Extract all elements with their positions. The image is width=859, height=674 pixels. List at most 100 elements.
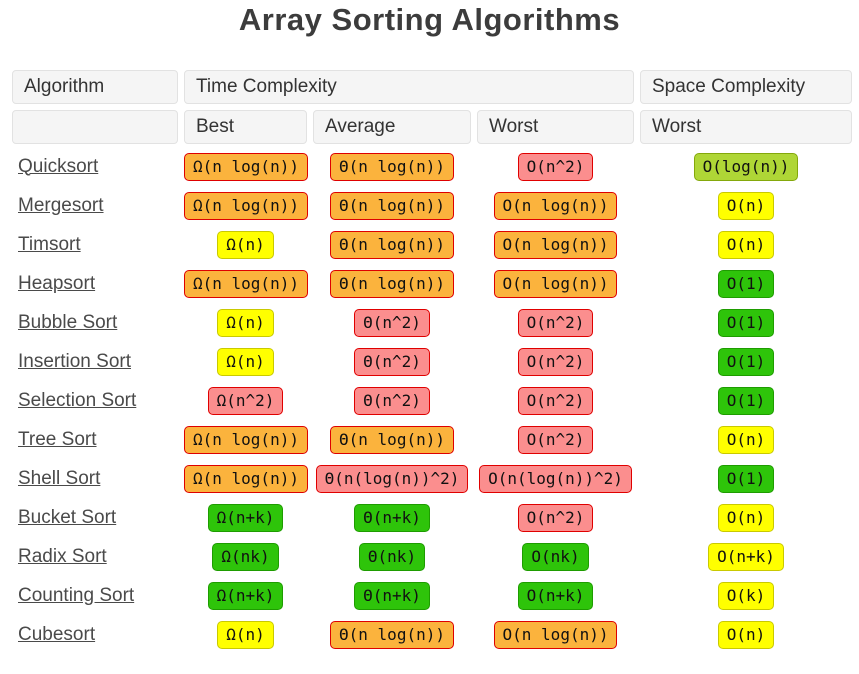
complexity-badge-average: Θ(n log(n)) xyxy=(330,230,454,259)
complexity-badge-best: Ω(n log(n)) xyxy=(184,269,308,298)
space-complexity-cell: O(1) xyxy=(640,306,852,339)
complexity-badge-average: Θ(n^2) xyxy=(354,386,430,415)
header-average: Average xyxy=(313,110,471,144)
algorithm-link[interactable]: Mergesort xyxy=(18,194,104,216)
table-row: Counting Sort Ω(n+k) Θ(n+k) O(n+k) O(k) xyxy=(12,579,852,612)
header-space-worst: Worst xyxy=(640,110,852,144)
algorithm-link[interactable]: Shell Sort xyxy=(18,467,101,489)
worst-complexity-cell: O(n^2) xyxy=(477,501,634,534)
algorithm-link[interactable]: Timsort xyxy=(18,233,81,255)
space-complexity-cell: O(log(n)) xyxy=(640,150,852,183)
average-complexity-cell: Θ(n^2) xyxy=(313,345,471,378)
algorithm-link[interactable]: Heapsort xyxy=(18,272,96,294)
algorithm-link[interactable]: Tree Sort xyxy=(18,428,97,450)
best-complexity-cell: Ω(n log(n)) xyxy=(184,189,308,222)
algorithm-cell: Counting Sort xyxy=(12,579,178,612)
table-row: Insertion Sort Ω(n) Θ(n^2) O(n^2) O(1) xyxy=(12,345,852,378)
worst-complexity-cell: O(n(log(n))^2) xyxy=(477,462,634,495)
algorithm-link[interactable]: Counting Sort xyxy=(18,584,135,606)
complexity-badge-average: Θ(n log(n)) xyxy=(330,152,454,181)
complexity-badge-best: Ω(n) xyxy=(217,308,274,337)
average-complexity-cell: Θ(n+k) xyxy=(313,579,471,612)
complexity-badge-best: Ω(n log(n)) xyxy=(184,152,308,181)
complexity-badge-worst: O(n+k) xyxy=(517,581,594,610)
worst-complexity-cell: O(nk) xyxy=(477,540,634,573)
page-title: Array Sorting Algorithms xyxy=(238,2,621,37)
algorithm-link[interactable]: Bubble Sort xyxy=(18,311,118,333)
complexity-badge-space: O(1) xyxy=(717,347,775,376)
best-complexity-cell: Ω(n log(n)) xyxy=(184,462,308,495)
complexity-badge-space: O(k) xyxy=(717,581,775,610)
complexity-badge-average: Θ(n^2) xyxy=(354,347,430,376)
algorithm-link[interactable]: Radix Sort xyxy=(18,545,107,567)
complexity-badge-worst: O(n^2) xyxy=(517,152,594,181)
algorithm-cell: Cubesort xyxy=(12,618,178,651)
table-row: Shell Sort Ω(n log(n)) Θ(n(log(n))^2) O(n(l… xyxy=(12,462,852,495)
algorithm-cell: Shell Sort xyxy=(12,462,178,495)
average-complexity-cell: Θ(n log(n)) xyxy=(313,618,471,651)
space-complexity-cell: O(1) xyxy=(640,267,852,300)
complexity-badge-worst: O(nk) xyxy=(522,542,589,571)
algorithm-cell: Heapsort xyxy=(12,267,178,300)
average-complexity-cell: Θ(n(log(n))^2) xyxy=(313,462,471,495)
average-complexity-cell: Θ(n^2) xyxy=(313,306,471,339)
algorithm-cell: Tree Sort xyxy=(12,423,178,456)
table-row: Tree Sort Ω(n log(n)) Θ(n log(n)) O(n^2) O(n… xyxy=(12,423,852,456)
complexity-badge-worst: O(n log(n)) xyxy=(493,191,618,220)
algorithm-link[interactable]: Bucket Sort xyxy=(18,506,117,528)
best-complexity-cell: Ω(n) xyxy=(184,618,307,651)
best-complexity-cell: Ω(n log(n)) xyxy=(184,267,308,300)
best-complexity-cell: Ω(n log(n)) xyxy=(184,150,308,183)
worst-complexity-cell: O(n^2) xyxy=(477,150,634,183)
complexity-badge-worst: O(n^2) xyxy=(517,425,594,454)
average-complexity-cell: Θ(nk) xyxy=(313,540,471,573)
complexity-badge-best: Ω(n log(n)) xyxy=(184,425,308,454)
complexity-badge-worst: O(n log(n)) xyxy=(493,230,618,259)
complexity-badge-space: O(1) xyxy=(717,464,775,493)
worst-complexity-cell: O(n log(n)) xyxy=(477,189,634,222)
best-complexity-cell: Ω(nk) xyxy=(184,540,307,573)
complexity-badge-best: Ω(n+k) xyxy=(207,503,284,532)
worst-complexity-cell: O(n log(n)) xyxy=(477,228,634,261)
complexity-badge-average: Θ(n log(n)) xyxy=(330,425,454,454)
average-complexity-cell: Θ(n log(n)) xyxy=(313,228,471,261)
algorithm-link[interactable]: Insertion Sort xyxy=(18,350,131,372)
header-row-sub: Best Average Worst Worst xyxy=(12,110,852,144)
algorithm-cell: Quicksort xyxy=(12,150,178,183)
worst-complexity-cell: O(n^2) xyxy=(477,306,634,339)
average-complexity-cell: Θ(n+k) xyxy=(313,501,471,534)
complexity-badge-space: O(1) xyxy=(717,386,775,415)
complexity-badge-best: Ω(n^2) xyxy=(207,386,284,415)
complexity-badge-best: Ω(n) xyxy=(217,347,274,376)
header-row-groups: Algorithm Time Complexity Space Complexi… xyxy=(12,70,852,104)
complexity-badge-space: O(n) xyxy=(717,425,775,454)
complexity-badge-average: Θ(nk) xyxy=(358,542,426,571)
space-complexity-cell: O(1) xyxy=(640,345,852,378)
complexity-badge-best: Ω(n log(n)) xyxy=(184,464,308,493)
worst-complexity-cell: O(n log(n)) xyxy=(477,618,634,651)
complexity-badge-best: Ω(n) xyxy=(217,620,274,649)
complexity-badge-average: Θ(n+k) xyxy=(354,581,430,610)
algorithm-link[interactable]: Cubesort xyxy=(18,623,96,645)
algorithm-cell: Bucket Sort xyxy=(12,501,178,534)
complexity-badge-best: Ω(n+k) xyxy=(207,581,284,610)
average-complexity-cell: Θ(n^2) xyxy=(313,384,471,417)
algorithm-cell: Bubble Sort xyxy=(12,306,178,339)
complexity-badge-space: O(1) xyxy=(717,269,775,298)
table-row: Timsort Ω(n) Θ(n log(n)) O(n log(n)) O(n) xyxy=(12,228,852,261)
complexity-badge-worst: O(n^2) xyxy=(517,308,594,337)
complexity-badge-space: O(n) xyxy=(717,503,775,532)
header-worst: Worst xyxy=(477,110,634,144)
best-complexity-cell: Ω(n log(n)) xyxy=(184,423,308,456)
complexity-badge-worst: O(n log(n)) xyxy=(493,269,618,298)
algorithm-link[interactable]: Quicksort xyxy=(18,155,99,177)
table-row: Bubble Sort Ω(n) Θ(n^2) O(n^2) O(1) xyxy=(12,306,852,339)
space-complexity-cell: O(n) xyxy=(640,423,852,456)
complexity-badge-worst: O(n^2) xyxy=(517,386,594,415)
table-row: Quicksort Ω(n log(n)) Θ(n log(n)) O(n^2) O(l… xyxy=(12,150,852,183)
complexity-badge-space: O(n) xyxy=(717,191,775,220)
worst-complexity-cell: O(n^2) xyxy=(477,384,634,417)
algorithm-link[interactable]: Selection Sort xyxy=(18,389,137,411)
header-space-complexity: Space Complexity xyxy=(640,70,852,104)
